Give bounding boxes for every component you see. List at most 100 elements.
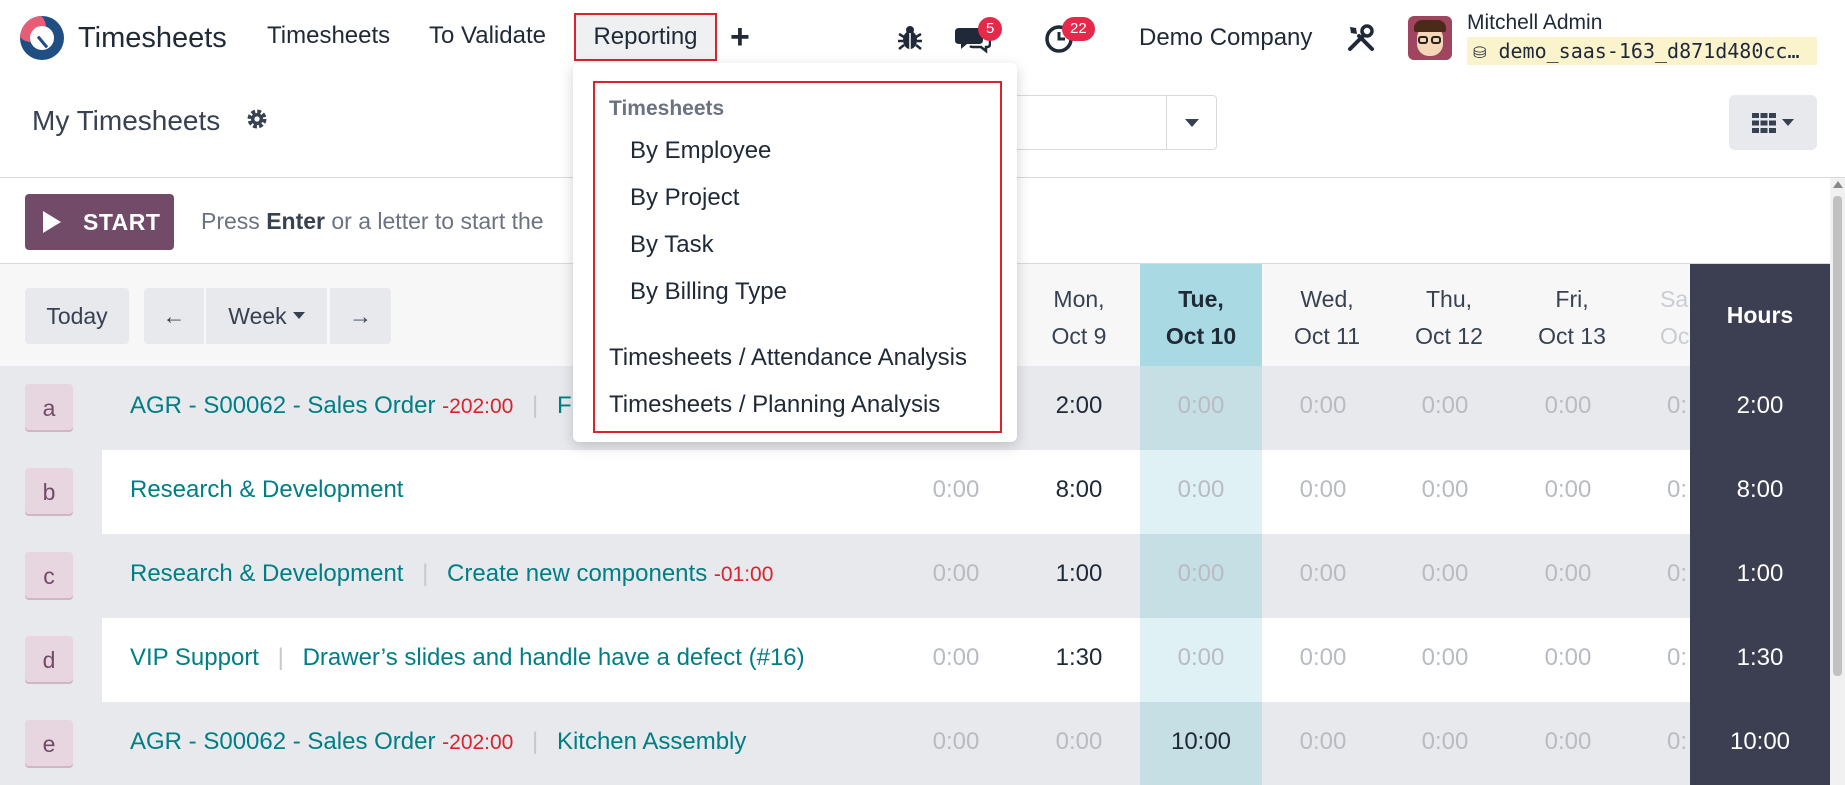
day-header-date: Oct 11 <box>1293 323 1361 349</box>
scale-dropdown[interactable]: Week <box>206 288 327 344</box>
grid-cell[interactable]: 0:00 <box>1177 392 1225 419</box>
grid-cell[interactable]: 0:00 <box>1177 476 1225 503</box>
grid-cell[interactable]: 0:00 <box>1421 560 1469 587</box>
menu-timesheets[interactable]: Timesheets <box>267 22 391 49</box>
grid-cell[interactable]: 10:00 <box>1170 728 1232 755</box>
control-panel: My Timesheets <box>0 78 1845 178</box>
tools-icon[interactable] <box>1347 24 1375 57</box>
row-title[interactable]: VIP Support | Drawer’s slides and handle… <box>130 644 805 671</box>
grid-cell[interactable]: 0:00 <box>1299 560 1347 587</box>
main-navbar: Timesheets Timesheets To Validate Report… <box>0 0 1845 78</box>
timer-bar: START Press Enter or a letter to start t… <box>0 178 1830 264</box>
row-task: Drawer’s slides and handle have a defect… <box>302 644 805 671</box>
grid-cell[interactable]: 0:00 <box>1177 560 1225 587</box>
grid-cell[interactable]: 0:00 <box>1299 476 1347 503</box>
day-header-weekday: Wed, <box>1300 286 1354 312</box>
previous-period-button[interactable]: ← <box>144 288 204 344</box>
today-button[interactable]: Today <box>25 288 129 344</box>
row-project: AGR - S00062 - Sales Order <box>130 392 436 419</box>
database-label: demo_saas-163_d871d480cc… <box>1498 39 1800 63</box>
grid-cell[interactable]: 0:00 <box>1421 476 1469 503</box>
timer-hint-suffix: or a letter to start the <box>324 208 544 234</box>
menu-item-planning-analysis[interactable]: Timesheets / Planning Analysis <box>609 391 941 418</box>
row-title[interactable]: Research & Development | Create new comp… <box>130 560 774 587</box>
caret-down-icon <box>292 312 305 319</box>
menu-item-by-task[interactable]: By Task <box>630 231 714 258</box>
row-shortcut-key[interactable]: d <box>25 636 73 684</box>
reporting-menu-highlight: Timesheets By Employee By Project By Tas… <box>593 81 1002 433</box>
row-shortcut-key[interactable]: a <box>25 384 73 432</box>
row-shortcut-key[interactable]: b <box>25 468 73 516</box>
row-title[interactable]: AGR - S00062 - Sales Order -202:00 | Kit… <box>130 728 747 755</box>
day-header-tue-today: Tue, Oct 10 <box>1140 264 1262 366</box>
scroll-up-icon[interactable] <box>1833 181 1843 188</box>
app-brand[interactable]: Timesheets <box>20 16 227 60</box>
grid-cell[interactable]: 1:00 <box>1055 560 1103 587</box>
grid-cell[interactable]: 0:00 <box>1055 728 1103 755</box>
grid-cell[interactable]: 0:00 <box>1544 476 1592 503</box>
grid-cell[interactable]: 0:00 <box>1544 728 1592 755</box>
grid-cell[interactable]: 0:00 <box>1544 644 1592 671</box>
grid-cell[interactable]: 2:00 <box>1055 392 1103 419</box>
user-name[interactable]: Mitchell Admin <box>1467 11 1603 34</box>
grid-cell[interactable]: 0: <box>1667 644 1688 671</box>
grid-cell[interactable]: 0:00 <box>932 728 980 755</box>
search-input[interactable] <box>1000 95 1217 150</box>
day-header-wed: Wed, Oct 11 <box>1266 264 1388 366</box>
grid-cell[interactable]: 0:00 <box>932 560 980 587</box>
grid-cell[interactable]: 0:00 <box>1544 560 1592 587</box>
grid-cell[interactable]: 0: <box>1667 476 1688 503</box>
row-shortcut-key[interactable]: e <box>25 720 73 768</box>
row-total: 2:00 <box>1736 392 1784 419</box>
grid-cell[interactable]: 0:00 <box>932 644 980 671</box>
menu-item-by-employee[interactable]: By Employee <box>630 137 772 164</box>
row-project: Research & Development <box>130 476 404 503</box>
grid-cell[interactable]: 0:00 <box>1299 392 1347 419</box>
row-total: 1:30 <box>1736 644 1784 671</box>
row-title[interactable]: Research & Development <box>130 476 403 504</box>
menu-add-plus[interactable]: + <box>730 18 750 56</box>
grid-cell[interactable]: 0:00 <box>1544 392 1592 419</box>
grid-cell[interactable]: 1:30 <box>1055 644 1103 671</box>
scrollbar-thumb[interactable] <box>1833 196 1842 676</box>
search-options-toggle[interactable] <box>1166 96 1216 149</box>
row-title[interactable]: AGR - S00062 - Sales Order -202:00 | Fu <box>130 392 585 419</box>
user-avatar[interactable] <box>1408 16 1452 60</box>
day-header-date: Oct 12 <box>1415 323 1483 349</box>
grid-cell[interactable]: 0:00 <box>1299 728 1347 755</box>
menu-to-validate[interactable]: To Validate <box>429 22 546 49</box>
menu-item-by-billing-type[interactable]: By Billing Type <box>630 278 787 305</box>
grid-row: e AGR - S00062 - Sales Order -202:00 | K… <box>0 702 1690 785</box>
vertical-scrollbar[interactable] <box>1830 178 1845 785</box>
messages-count-badge: 5 <box>978 17 1003 41</box>
grid-cell[interactable]: 0:00 <box>932 476 980 503</box>
grid-cell[interactable]: 0: <box>1667 728 1688 755</box>
grid-cell[interactable]: 0:00 <box>1421 644 1469 671</box>
grid-cell[interactable]: 0:00 <box>1299 644 1347 671</box>
menu-section-header: Timesheets <box>609 97 725 120</box>
grid-cell[interactable]: 0:00 <box>1421 728 1469 755</box>
scale-label: Week <box>228 302 287 329</box>
row-shortcut-key[interactable]: c <box>25 552 73 600</box>
bug-icon[interactable] <box>897 24 923 57</box>
grid-cell[interactable]: 8:00 <box>1055 476 1103 503</box>
today-column-cell <box>1140 450 1262 534</box>
company-switcher[interactable]: Demo Company <box>1139 24 1313 51</box>
menu-item-attendance-analysis[interactable]: Timesheets / Attendance Analysis <box>609 344 967 371</box>
grid-cell[interactable]: 0: <box>1667 392 1688 419</box>
gear-icon[interactable] <box>245 107 269 136</box>
hours-column-header: Hours <box>1726 302 1794 328</box>
view-switcher-button[interactable] <box>1729 95 1817 150</box>
day-header-mon: Mon, Oct 9 <box>1018 264 1140 366</box>
start-timer-button[interactable]: START <box>25 194 174 250</box>
grid-cell[interactable]: 0: <box>1667 560 1688 587</box>
next-period-button[interactable]: → <box>330 288 391 344</box>
grid-cell[interactable]: 0:00 <box>1421 392 1469 419</box>
reporting-dropdown-menu: Timesheets By Employee By Project By Tas… <box>573 63 1017 442</box>
menu-item-by-project[interactable]: By Project <box>630 184 740 211</box>
menu-reporting[interactable]: Reporting <box>574 13 717 61</box>
today-column-cell <box>1140 534 1262 618</box>
grid-cell[interactable]: 0:00 <box>1177 644 1225 671</box>
row-task-overtime: -01:00 <box>713 563 774 586</box>
day-header-date: Oct 13 <box>1538 323 1606 349</box>
